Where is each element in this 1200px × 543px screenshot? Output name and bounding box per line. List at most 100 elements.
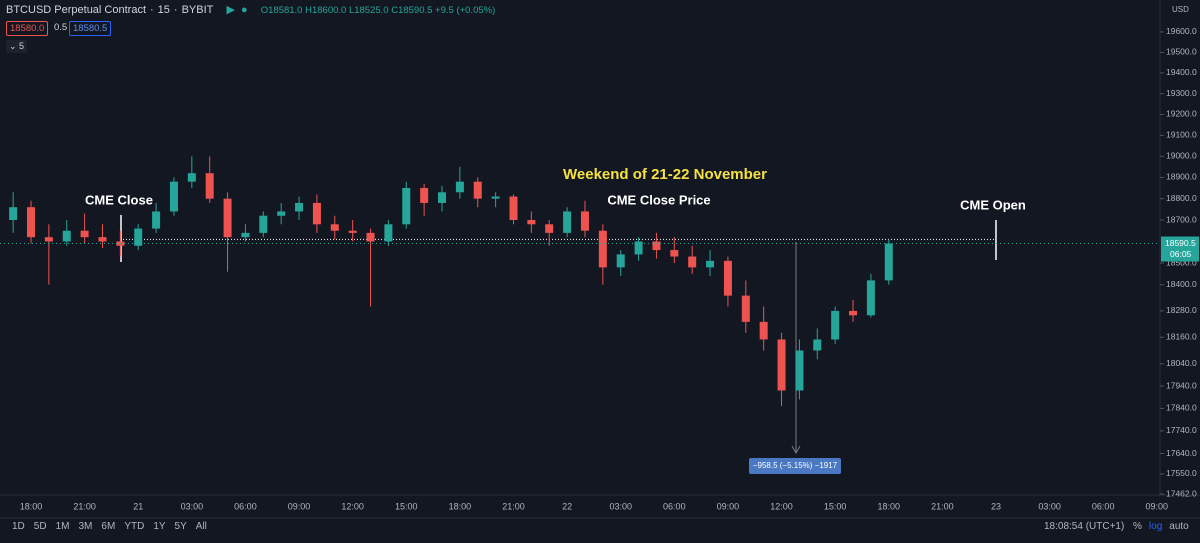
x-tick-label: 03:00 <box>181 501 204 511</box>
y-tick-label: 19100.0 <box>1166 130 1197 140</box>
range-button[interactable]: 1M <box>55 521 70 532</box>
x-tick-label: 21:00 <box>73 501 96 511</box>
interval: 15 <box>157 4 170 16</box>
annotation-title: Weekend of 21-22 November <box>563 166 767 183</box>
y-tick-label: 17462.0 <box>1166 488 1197 498</box>
candle-body <box>169 181 178 212</box>
x-tick-label: 22 <box>562 501 572 511</box>
range-button[interactable]: All <box>195 521 207 532</box>
x-tick-label: 15:00 <box>395 501 418 511</box>
range-button[interactable]: 6M <box>101 521 116 532</box>
candle-body <box>688 256 697 268</box>
y-tick-label: 18280.0 <box>1166 305 1197 315</box>
y-tick-label: 19200.0 <box>1166 109 1197 119</box>
candle-body <box>9 207 18 221</box>
candle-body <box>580 211 589 231</box>
candle-body <box>473 181 482 199</box>
range-button[interactable]: 5D <box>33 521 47 532</box>
candle-body <box>616 254 625 268</box>
x-tick-label: 21 <box>133 501 143 511</box>
y-tick-label: 18800.0 <box>1166 193 1197 203</box>
candle-body <box>884 243 893 281</box>
x-tick-label: 03:00 <box>1038 501 1061 511</box>
candle-body <box>706 260 715 268</box>
candle-body <box>509 196 518 221</box>
candle-body <box>27 207 35 238</box>
scale-option[interactable]: auto <box>1169 521 1189 532</box>
x-tick-label: 09:00 <box>717 501 740 511</box>
candle-body <box>402 188 411 225</box>
candle-body <box>348 230 357 233</box>
measure-box <box>749 458 841 474</box>
x-tick-label: 09:00 <box>288 501 311 511</box>
status-icons: ▶ ● <box>226 4 248 16</box>
y-tick-label: 19500.0 <box>1166 47 1197 57</box>
candle-body <box>134 228 143 246</box>
y-tick-label: 18700.0 <box>1166 214 1197 224</box>
x-tick-label: 06:00 <box>234 501 257 511</box>
y-tick-label: 18400.0 <box>1166 279 1197 289</box>
measure-label: −958.5 (−5.15%) −1917 <box>753 461 838 470</box>
range-button[interactable]: 5Y <box>174 521 187 532</box>
candle-body <box>241 232 250 238</box>
range-button[interactable]: 1D <box>12 521 25 532</box>
candle-body <box>44 237 53 242</box>
last-price-box <box>1161 236 1199 262</box>
sell-price[interactable]: 18580.0 <box>6 21 49 36</box>
x-tick-label: 15:00 <box>824 501 847 511</box>
candle-body <box>295 202 304 212</box>
exchange: BYBIT <box>181 4 214 16</box>
x-tick-label: 12:00 <box>770 501 793 511</box>
candle-body <box>849 310 858 316</box>
candle-body <box>223 198 232 238</box>
candle-body <box>545 224 554 233</box>
scale-option[interactable]: % <box>1133 521 1142 532</box>
symbol: BTCUSD Perpetual Contract <box>6 4 146 16</box>
candle-body <box>598 230 607 268</box>
candle-body <box>62 230 71 242</box>
candle-body <box>527 220 536 225</box>
candle-body <box>366 232 375 242</box>
annotation: CME Close <box>85 192 153 207</box>
candle-body <box>277 211 286 216</box>
legend: BTCUSD Perpetual Contract · 15 · BYBIT ▶ ● O… <box>6 3 499 16</box>
range-button[interactable]: 3M <box>78 521 93 532</box>
candle-body <box>420 188 429 203</box>
x-tick-label: 06:00 <box>1092 501 1115 511</box>
y-tick-label: 18160.0 <box>1166 332 1197 342</box>
candle-body <box>795 350 804 391</box>
y-tick-label: 18900.0 <box>1166 172 1197 182</box>
candle-body <box>831 310 840 340</box>
candle-body <box>98 237 107 242</box>
candle-body <box>866 280 875 316</box>
y-tick-label: 19300.0 <box>1166 88 1197 98</box>
candle-body <box>455 181 464 193</box>
buy-price[interactable]: 18580.5 <box>69 21 112 36</box>
candle-body <box>80 230 89 238</box>
sep: · <box>150 4 154 16</box>
scale-options: % log auto <box>1133 521 1196 532</box>
y-tick-label: 17640.0 <box>1166 448 1197 458</box>
sep: · <box>173 4 178 16</box>
y-tick-label: 19000.0 <box>1166 151 1197 161</box>
range-button[interactable]: 1Y <box>153 521 166 532</box>
candle-body <box>312 202 321 225</box>
measure-arrow <box>791 445 801 455</box>
x-tick-label: 18:00 <box>449 501 472 511</box>
y-tick-label: 17550.0 <box>1166 468 1197 478</box>
y-tick-label: 17840.0 <box>1166 403 1197 413</box>
indicators-toggle[interactable]: ⌄ 5 <box>6 40 28 53</box>
candle-body <box>491 196 500 199</box>
range-button[interactable]: YTD <box>124 521 145 532</box>
x-tick-label: 12:00 <box>341 501 364 511</box>
currency: USD <box>1172 5 1189 14</box>
scale-option[interactable]: log <box>1148 521 1163 532</box>
x-tick-label: 06:00 <box>663 501 686 511</box>
countdown: 06:05 <box>1170 249 1192 259</box>
x-tick-label: 23 <box>991 501 1001 511</box>
candle-body <box>205 173 214 199</box>
candle-body <box>259 215 268 233</box>
y-tick-label: 19600.0 <box>1166 26 1197 36</box>
candle-body <box>384 224 393 242</box>
last-price-label: 18590.5 <box>1165 238 1196 248</box>
